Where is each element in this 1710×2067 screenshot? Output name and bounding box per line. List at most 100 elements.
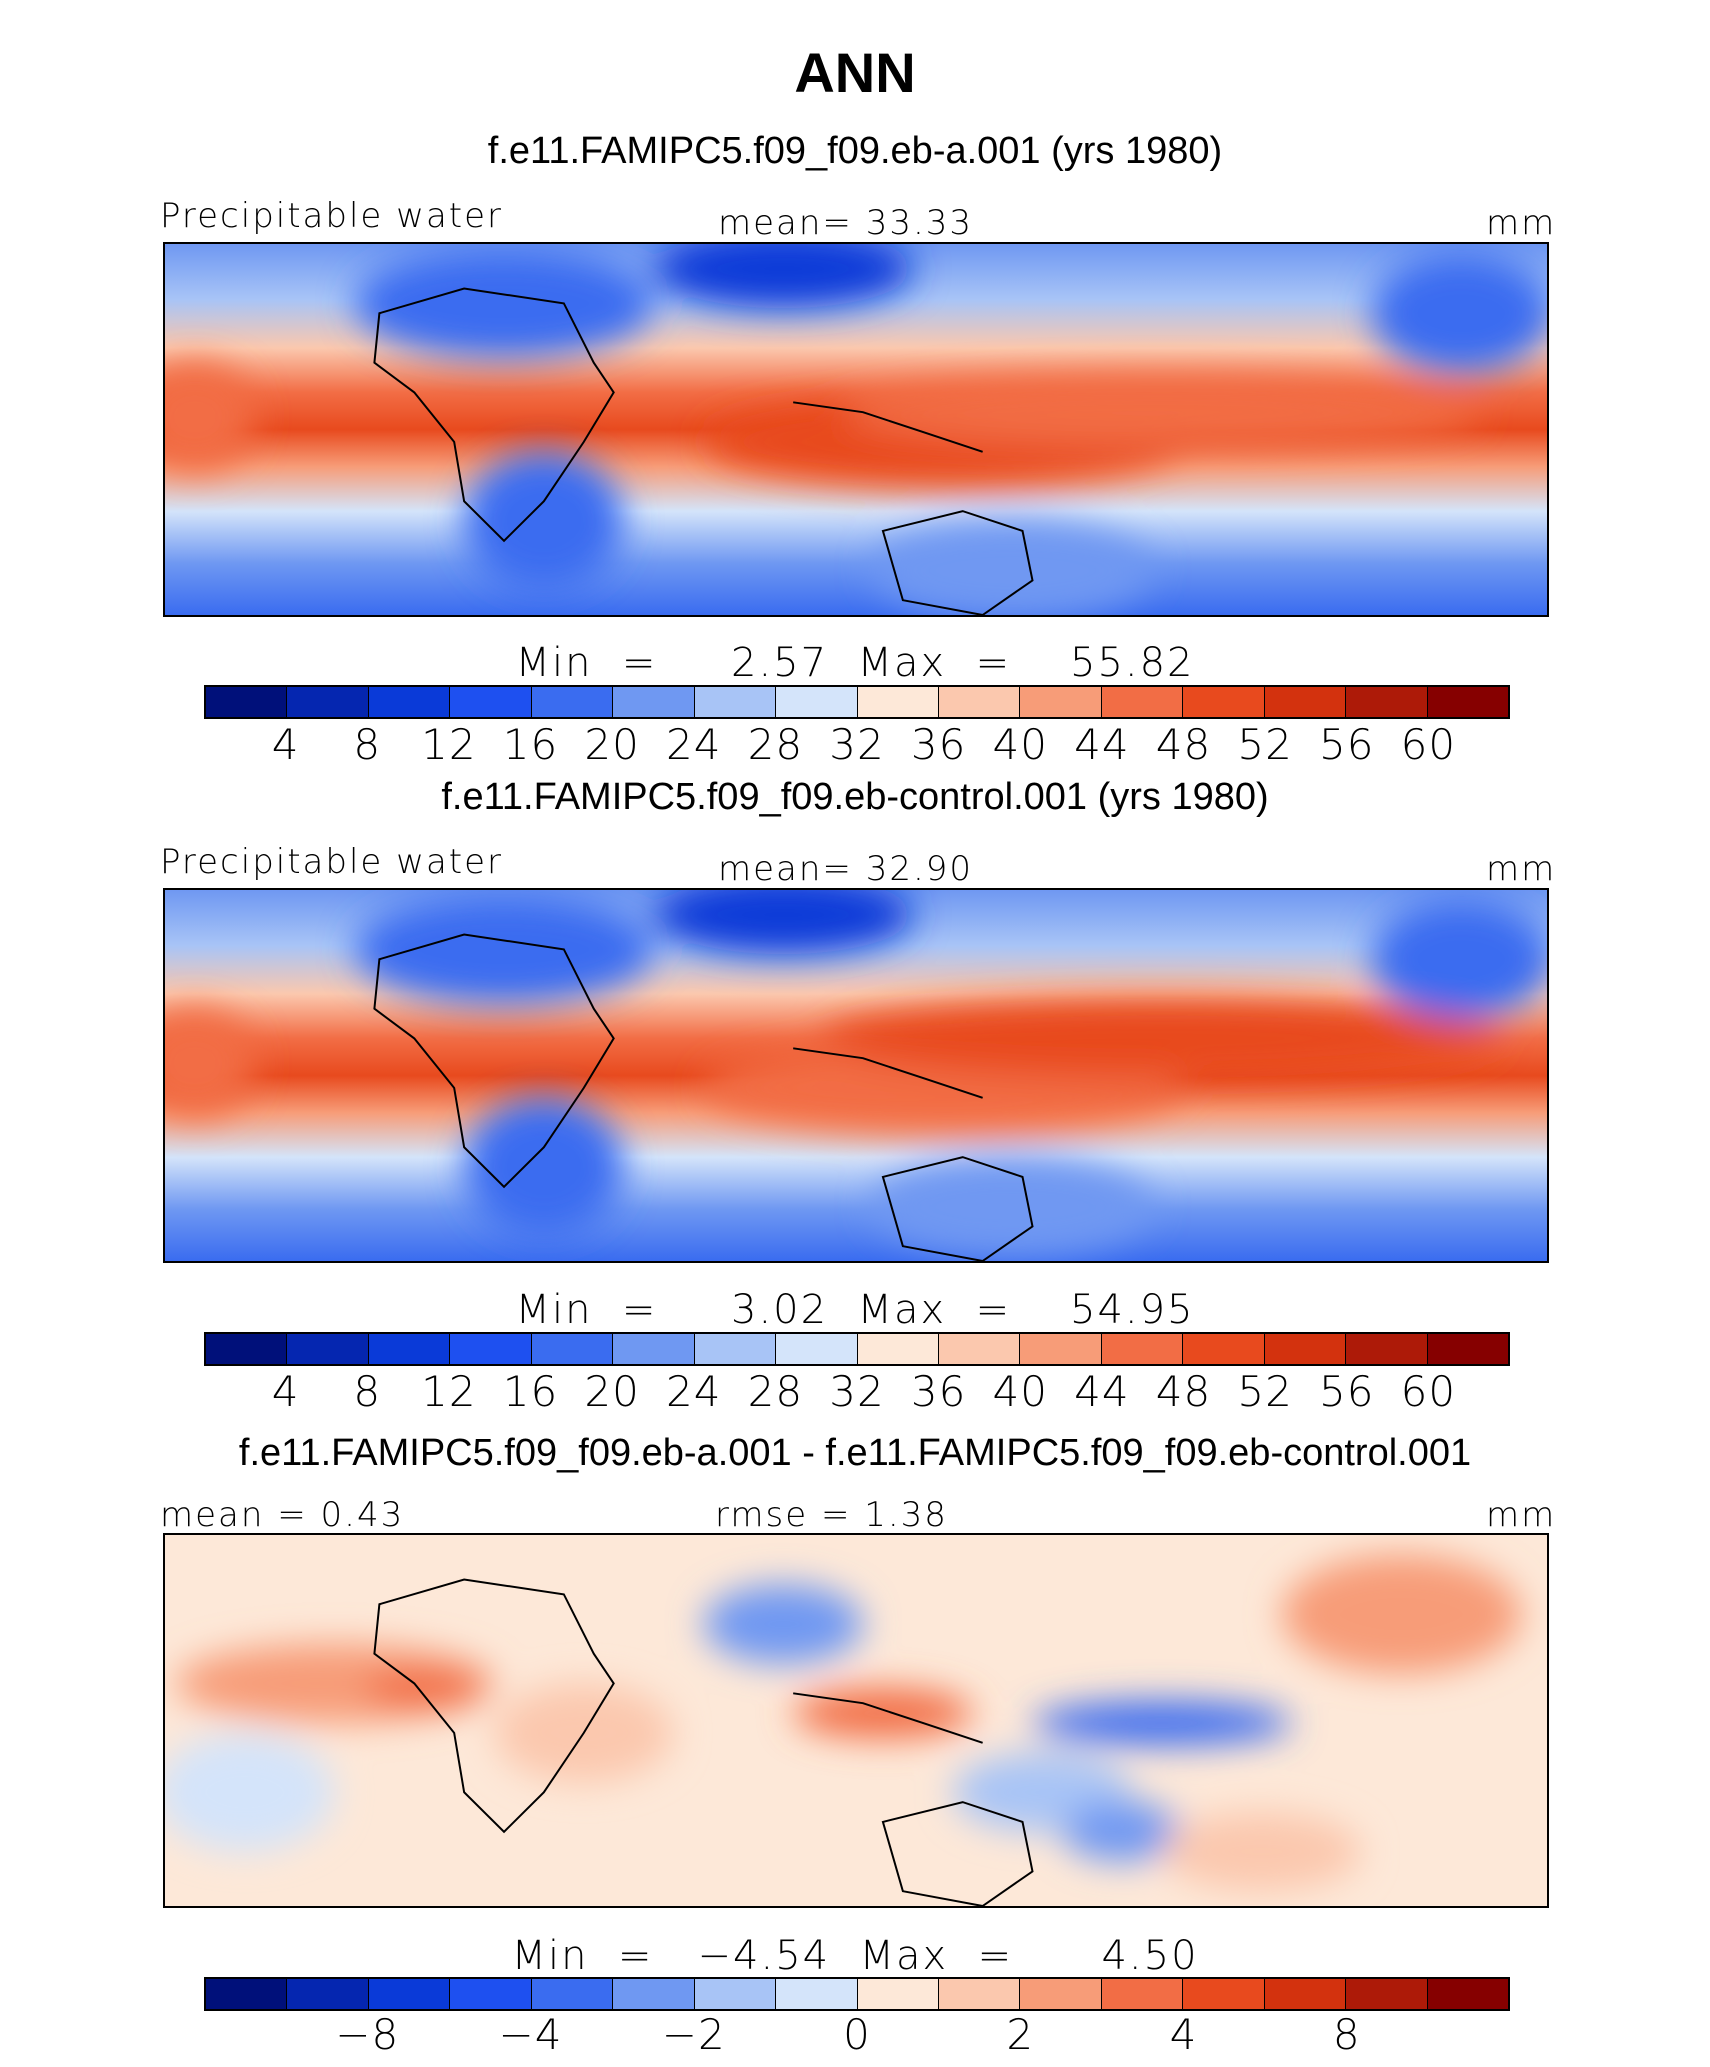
colorbar-tick-label: 44: [1074, 1367, 1130, 1416]
colorbar-tick-label: 24: [666, 1367, 722, 1416]
panel-3-colorbar-ticks: −8 −4 −2 0 2 4 8: [204, 2010, 1510, 2060]
panel-2-variable-label: Precipitable water: [160, 842, 504, 882]
colorbar-box-6: [613, 1334, 695, 1364]
colorbar-tick-label: 20: [584, 720, 640, 769]
colorbar-box-1: [206, 1979, 288, 2009]
panel-1-minmax: Min = 2.57 Max = 55.82: [515, 640, 1195, 686]
colorbar-tick-label: 28: [747, 720, 804, 769]
colorbar-tick-label: 40: [992, 1367, 1048, 1416]
colorbar-box-13: [1183, 1979, 1265, 2009]
colorbar-box-12: [1101, 1979, 1184, 2009]
colorbar-tick-label: 24: [666, 720, 722, 769]
colorbar-box-8: [776, 1334, 858, 1364]
colorbar-box-14: [1264, 1979, 1347, 2009]
colorbar-tick-label: 32: [829, 720, 885, 769]
colorbar-tick-label: 40: [992, 720, 1048, 769]
colorbar-box-8: [776, 1979, 858, 2009]
panel-3-case-title: f.e11.FAMIPC5.f09_f09.eb-a.001 - f.e11.F…: [238, 1432, 1472, 1474]
colorbar-box-13: [1183, 1334, 1265, 1364]
colorbar-tick-label: 4: [271, 720, 300, 769]
colorbar-tick-label: 44: [1074, 720, 1130, 769]
colorbar-box-10: [938, 1334, 1021, 1364]
colorbar-box-6: [613, 1979, 695, 2009]
colorbar-box-7: [694, 1334, 777, 1364]
colorbar-box-5: [531, 1979, 614, 2009]
panel-1-units-label: mm: [1486, 203, 1557, 243]
colorbar-box-1: [206, 1334, 288, 1364]
panel-3-mean-label: mean = 0.43: [160, 1495, 405, 1535]
colorbar-tick-label: 48: [1155, 720, 1212, 769]
colorbar-tick-label: −8: [335, 2010, 400, 2059]
colorbar-box-16: [1427, 687, 1508, 717]
colorbar-tick-label: 56: [1319, 720, 1375, 769]
main-title: ANN: [794, 41, 916, 104]
colorbar-box-16: [1427, 1979, 1508, 2009]
colorbar-box-12: [1101, 687, 1184, 717]
colorbar-box-3: [368, 687, 451, 717]
colorbar-box-7: [694, 1979, 777, 2009]
colorbar-box-1: [206, 687, 288, 717]
colorbar-tick-label: 20: [584, 1367, 640, 1416]
panel-1-case-title: f.e11.FAMIPC5.f09_f09.eb-a.001 (yrs 1980…: [487, 130, 1223, 172]
colorbar-tick-label: 28: [747, 1367, 804, 1416]
colorbar-box-7: [694, 687, 777, 717]
colorbar-tick-label: 2: [1006, 2010, 1035, 2059]
colorbar-box-9: [857, 687, 939, 717]
colorbar-tick-label: 48: [1155, 1367, 1212, 1416]
colorbar-tick-label: 8: [353, 1367, 382, 1416]
colorbar-tick-label: 4: [1169, 2010, 1198, 2059]
colorbar-box-14: [1264, 687, 1347, 717]
colorbar-tick-label: 0: [843, 2010, 871, 2059]
panel-3-units-label: mm: [1486, 1495, 1557, 1535]
colorbar-box-3: [368, 1979, 451, 2009]
colorbar-tick-label: 60: [1400, 720, 1457, 769]
panel-2-colorbar-ticks: 4 8 12 16 20 24 28 32 36 40 44 48 52 56 60: [204, 1367, 1510, 1417]
panel-1-field: [165, 244, 1547, 615]
colorbar-box-15: [1346, 687, 1428, 717]
colorbar-tick-label: 12: [421, 720, 477, 769]
colorbar-box-14: [1264, 1334, 1347, 1364]
colorbar-box-16: [1427, 1334, 1508, 1364]
colorbar-box-13: [1183, 687, 1265, 717]
colorbar-box-4: [450, 1979, 532, 2009]
panel-2-field: [165, 890, 1547, 1261]
colorbar-tick-label: 60: [1400, 1367, 1457, 1416]
panel-1-map: [163, 242, 1549, 617]
colorbar-box-8: [776, 687, 858, 717]
panel-1-mean-label: mean= 33.33: [718, 203, 974, 243]
colorbar-tick-label: 52: [1237, 720, 1293, 769]
colorbar-box-5: [531, 687, 614, 717]
colorbar-box-9: [857, 1979, 939, 2009]
colorbar-box-5: [531, 1334, 614, 1364]
panel-1-colorbar: [204, 685, 1510, 719]
panel-3-rmse-label: rmse = 1.38: [715, 1495, 948, 1535]
colorbar-box-11: [1020, 687, 1102, 717]
colorbar-tick-label: 8: [353, 720, 382, 769]
colorbar-box-6: [613, 687, 695, 717]
colorbar-box-4: [450, 1334, 532, 1364]
colorbar-tick-label: 16: [502, 1367, 559, 1416]
colorbar-tick-label: 52: [1237, 1367, 1293, 1416]
colorbar-box-10: [938, 687, 1021, 717]
colorbar-tick-label: 8: [1332, 2010, 1361, 2059]
colorbar-box-15: [1346, 1979, 1428, 2009]
colorbar-tick-label: −4: [498, 2010, 563, 2059]
colorbar-tick-label: 16: [502, 720, 559, 769]
colorbar-box-9: [857, 1334, 939, 1364]
colorbar-box-2: [287, 1979, 369, 2009]
colorbar-tick-label: −2: [661, 2010, 726, 2059]
colorbar-tick-label: 36: [910, 1367, 967, 1416]
colorbar-tick-label: 36: [910, 720, 967, 769]
colorbar-box-15: [1346, 1334, 1428, 1364]
colorbar-box-11: [1020, 1979, 1102, 2009]
panel-1-colorbar-ticks: 4 8 12 16 20 24 28 32 36 40 44 48 52 56 60: [204, 720, 1510, 770]
colorbar-tick-label: 32: [829, 1367, 885, 1416]
panel-1-variable-label: Precipitable water: [160, 196, 504, 236]
colorbar-box-2: [287, 1334, 369, 1364]
panel-3-map: [163, 1533, 1549, 1908]
colorbar-box-10: [938, 1979, 1021, 2009]
colorbar-box-12: [1101, 1334, 1184, 1364]
colorbar-tick-label: 56: [1319, 1367, 1375, 1416]
panel-2-case-title: f.e11.FAMIPC5.f09_f09.eb-control.001 (yr…: [441, 776, 1269, 818]
colorbar-box-4: [450, 687, 532, 717]
